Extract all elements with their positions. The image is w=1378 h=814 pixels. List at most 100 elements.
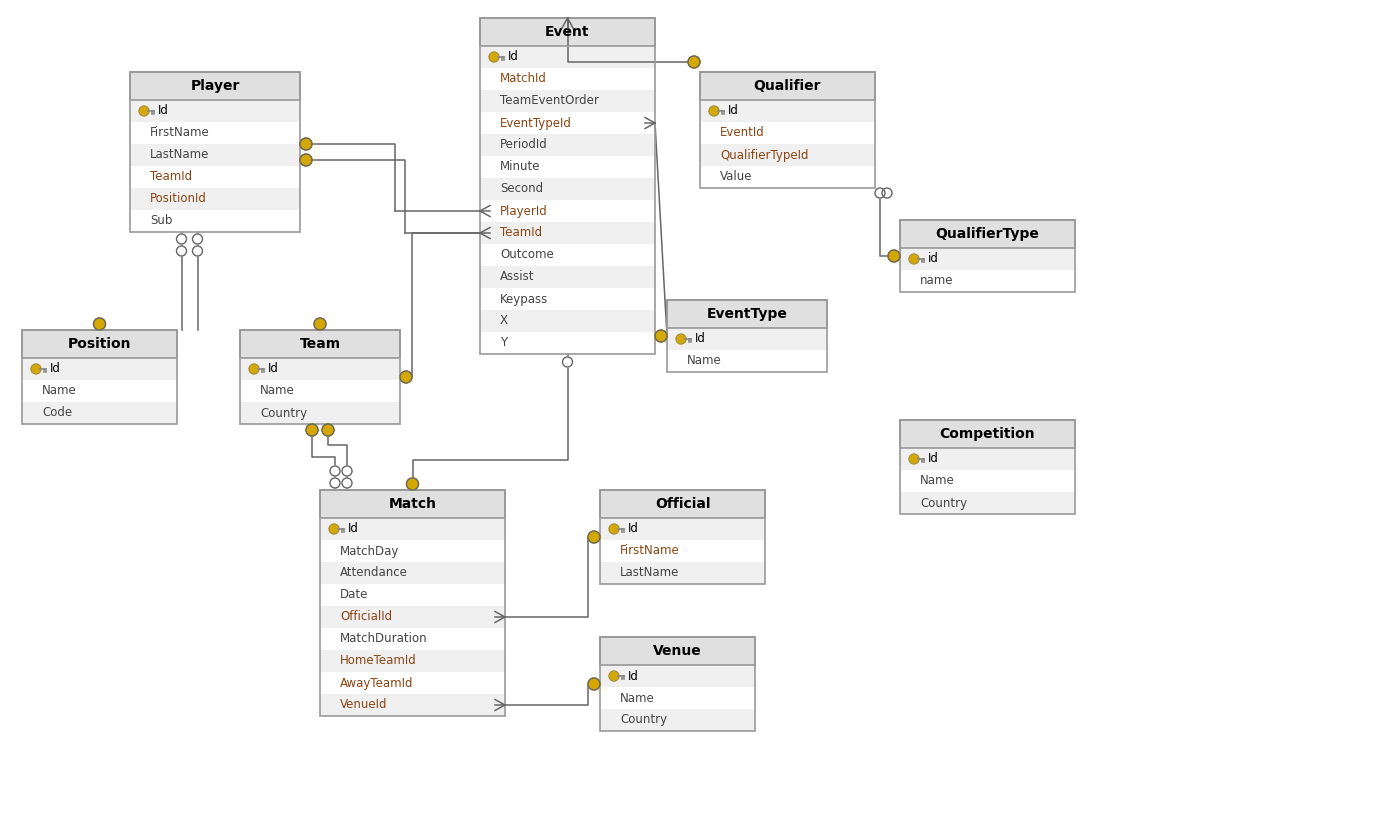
Circle shape: [887, 250, 900, 262]
Text: FirstName: FirstName: [620, 545, 679, 558]
FancyBboxPatch shape: [240, 358, 400, 380]
Text: MatchId: MatchId: [500, 72, 547, 85]
Text: Id: Id: [50, 362, 61, 375]
Text: Qualifier: Qualifier: [754, 79, 821, 93]
Circle shape: [342, 478, 351, 488]
Text: Sub: Sub: [150, 215, 172, 227]
Text: Code: Code: [41, 406, 72, 419]
Text: Country: Country: [921, 497, 967, 510]
Text: Player: Player: [190, 79, 240, 93]
Circle shape: [609, 671, 619, 681]
FancyBboxPatch shape: [900, 248, 1075, 270]
Circle shape: [342, 466, 351, 476]
Text: EventId: EventId: [719, 126, 765, 139]
FancyBboxPatch shape: [480, 68, 655, 90]
Text: Country: Country: [620, 714, 667, 727]
FancyBboxPatch shape: [130, 144, 300, 166]
FancyBboxPatch shape: [480, 266, 655, 288]
Circle shape: [300, 154, 311, 166]
FancyBboxPatch shape: [22, 330, 176, 358]
Circle shape: [407, 478, 419, 490]
Text: TeamEventOrder: TeamEventOrder: [500, 94, 599, 107]
Circle shape: [193, 234, 203, 244]
Text: PositionId: PositionId: [150, 192, 207, 205]
Text: VenueId: VenueId: [340, 698, 387, 711]
Text: Country: Country: [260, 406, 307, 419]
Text: TeamId: TeamId: [150, 170, 192, 183]
FancyBboxPatch shape: [480, 178, 655, 200]
FancyBboxPatch shape: [480, 200, 655, 222]
FancyBboxPatch shape: [320, 672, 504, 694]
Text: Attendance: Attendance: [340, 567, 408, 580]
Text: Name: Name: [260, 384, 295, 397]
FancyBboxPatch shape: [480, 288, 655, 310]
Text: Id: Id: [349, 523, 358, 536]
Text: Outcome: Outcome: [500, 248, 554, 261]
Text: Id: Id: [927, 453, 938, 466]
FancyBboxPatch shape: [480, 90, 655, 112]
Text: Keypass: Keypass: [500, 292, 548, 305]
FancyBboxPatch shape: [480, 112, 655, 134]
FancyBboxPatch shape: [22, 380, 176, 402]
FancyBboxPatch shape: [700, 166, 875, 188]
Text: Event: Event: [546, 25, 590, 39]
Text: EventType: EventType: [707, 307, 787, 321]
Text: EventTypeId: EventTypeId: [500, 116, 572, 129]
FancyBboxPatch shape: [480, 18, 655, 46]
Circle shape: [322, 424, 333, 436]
FancyBboxPatch shape: [599, 540, 765, 562]
FancyBboxPatch shape: [320, 694, 504, 716]
FancyBboxPatch shape: [667, 350, 827, 372]
FancyBboxPatch shape: [240, 402, 400, 424]
Circle shape: [688, 56, 700, 68]
Circle shape: [882, 188, 892, 198]
Text: AwayTeamId: AwayTeamId: [340, 676, 413, 689]
FancyBboxPatch shape: [900, 270, 1075, 292]
Circle shape: [588, 678, 599, 690]
FancyBboxPatch shape: [480, 134, 655, 156]
FancyBboxPatch shape: [599, 665, 755, 687]
Circle shape: [306, 424, 318, 436]
FancyBboxPatch shape: [320, 650, 504, 672]
Circle shape: [176, 246, 186, 256]
Text: MatchDuration: MatchDuration: [340, 632, 427, 646]
FancyBboxPatch shape: [700, 144, 875, 166]
FancyBboxPatch shape: [599, 518, 765, 540]
FancyBboxPatch shape: [320, 562, 504, 584]
FancyBboxPatch shape: [240, 330, 400, 358]
Text: Name: Name: [921, 475, 955, 488]
FancyBboxPatch shape: [900, 420, 1075, 448]
FancyBboxPatch shape: [480, 332, 655, 354]
Text: QualifierTypeId: QualifierTypeId: [719, 148, 809, 161]
FancyBboxPatch shape: [320, 518, 504, 540]
Text: PlayerId: PlayerId: [500, 204, 547, 217]
Circle shape: [609, 524, 619, 534]
FancyBboxPatch shape: [900, 470, 1075, 492]
FancyBboxPatch shape: [320, 584, 504, 606]
FancyBboxPatch shape: [130, 166, 300, 188]
FancyBboxPatch shape: [130, 122, 300, 144]
Text: Id: Id: [628, 669, 639, 682]
FancyBboxPatch shape: [320, 628, 504, 650]
FancyBboxPatch shape: [130, 100, 300, 122]
Text: X: X: [500, 314, 508, 327]
Circle shape: [329, 466, 340, 476]
Text: HomeTeamId: HomeTeamId: [340, 654, 416, 667]
Circle shape: [677, 334, 686, 344]
FancyBboxPatch shape: [700, 72, 875, 100]
Text: Id: Id: [628, 523, 639, 536]
FancyBboxPatch shape: [130, 72, 300, 100]
FancyBboxPatch shape: [900, 492, 1075, 514]
Circle shape: [139, 106, 149, 116]
FancyBboxPatch shape: [900, 448, 1075, 470]
Text: Id: Id: [158, 104, 169, 117]
Circle shape: [909, 454, 919, 464]
FancyBboxPatch shape: [480, 310, 655, 332]
Text: TeamId: TeamId: [500, 226, 542, 239]
Text: PeriodId: PeriodId: [500, 138, 547, 151]
Text: LastName: LastName: [150, 148, 209, 161]
Circle shape: [329, 524, 339, 534]
FancyBboxPatch shape: [320, 540, 504, 562]
Circle shape: [94, 318, 106, 330]
FancyBboxPatch shape: [599, 562, 765, 584]
